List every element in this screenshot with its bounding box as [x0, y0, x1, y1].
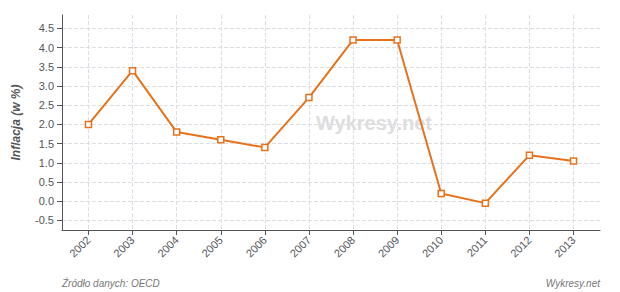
svg-text:2007: 2007 [287, 234, 313, 260]
svg-text:3.0: 3.0 [39, 80, 54, 92]
svg-text:2009: 2009 [376, 234, 402, 260]
svg-text:2006: 2006 [243, 234, 269, 260]
svg-text:Źródło danych: OECD: Źródło danych: OECD [61, 277, 160, 289]
svg-text:2004: 2004 [155, 234, 181, 260]
svg-text:Wykresy.net: Wykresy.net [546, 278, 601, 289]
svg-text:2010: 2010 [420, 234, 446, 260]
svg-text:2.0: 2.0 [39, 118, 54, 130]
svg-text:2008: 2008 [332, 234, 358, 260]
svg-text:Wykresy.net: Wykresy.net [316, 112, 432, 134]
svg-text:1.0: 1.0 [39, 157, 54, 169]
svg-text:2.5: 2.5 [39, 99, 54, 111]
svg-text:2011: 2011 [464, 234, 489, 259]
svg-text:3.5: 3.5 [39, 61, 54, 73]
svg-text:2002: 2002 [67, 234, 93, 260]
svg-text:0.5: 0.5 [39, 176, 54, 188]
svg-text:2013: 2013 [552, 234, 578, 260]
svg-text:0.0: 0.0 [39, 195, 54, 207]
svg-text:2012: 2012 [508, 234, 534, 260]
svg-text:-0.5: -0.5 [35, 214, 54, 226]
svg-text:4.0: 4.0 [39, 42, 54, 54]
svg-text:Inflacja (w %): Inflacja (w %) [9, 84, 23, 160]
svg-text:2005: 2005 [199, 234, 225, 260]
svg-text:2003: 2003 [111, 234, 137, 260]
svg-text:1.5: 1.5 [39, 138, 54, 150]
svg-text:4.5: 4.5 [39, 22, 54, 34]
